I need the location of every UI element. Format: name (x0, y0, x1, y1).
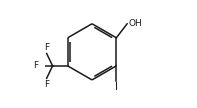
Text: I: I (115, 82, 118, 92)
Text: OH: OH (128, 19, 142, 28)
Text: F: F (44, 43, 49, 52)
Text: F: F (33, 61, 38, 70)
Text: F: F (44, 80, 49, 89)
